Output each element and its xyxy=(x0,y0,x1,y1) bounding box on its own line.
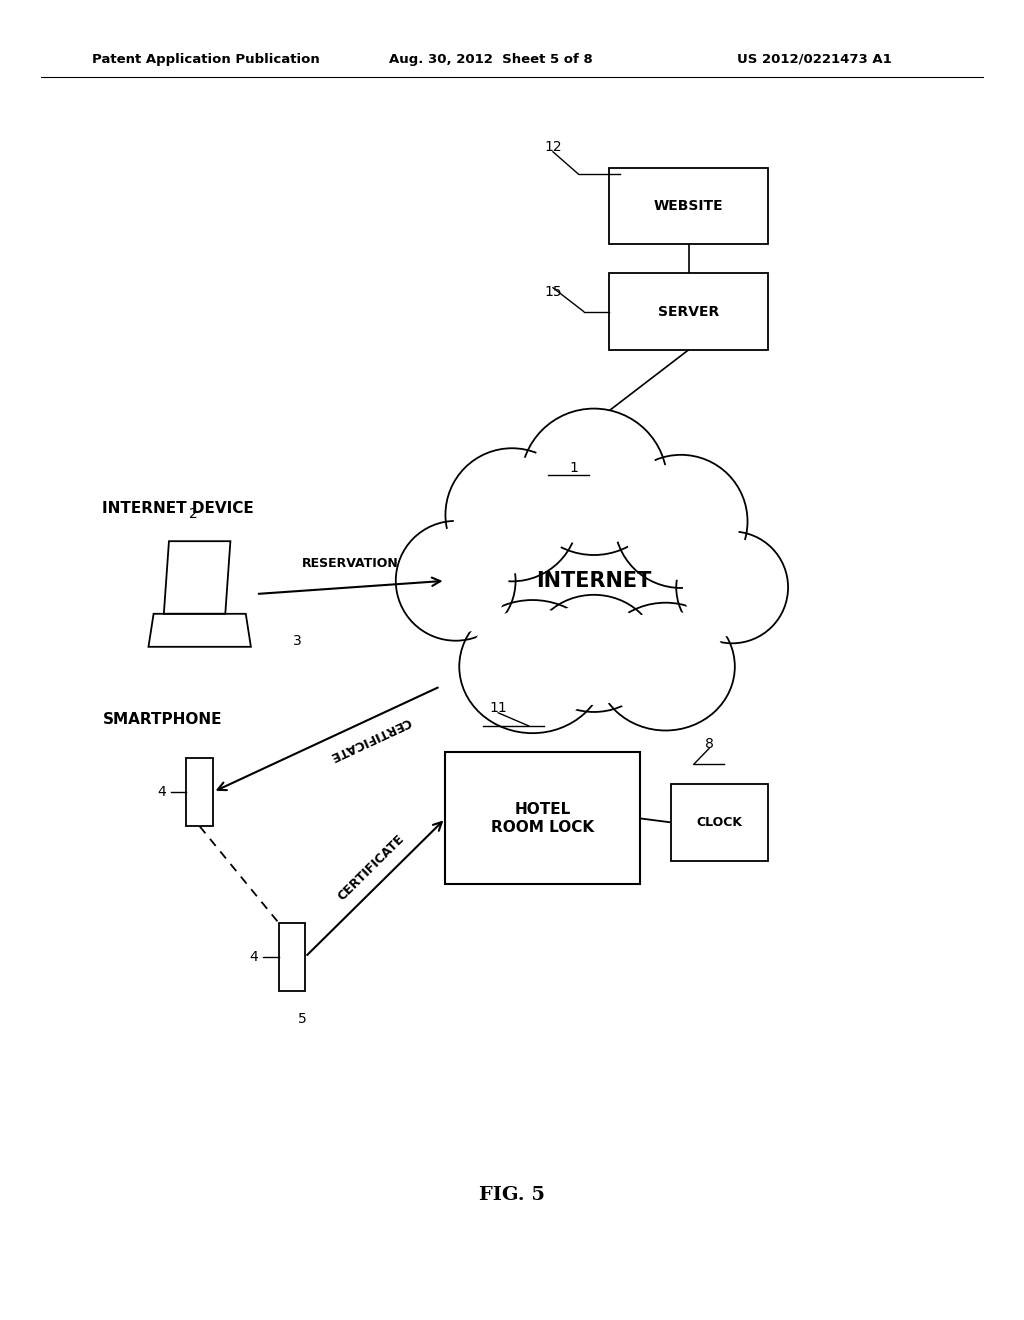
FancyBboxPatch shape xyxy=(671,784,768,861)
Text: 4: 4 xyxy=(157,785,166,799)
FancyBboxPatch shape xyxy=(445,752,640,884)
Text: SERVER: SERVER xyxy=(658,305,719,318)
Ellipse shape xyxy=(403,528,508,634)
Text: CERTIFICATE: CERTIFICATE xyxy=(328,714,413,763)
Ellipse shape xyxy=(445,449,579,581)
Text: 5: 5 xyxy=(298,1012,306,1027)
Text: INTERNET: INTERNET xyxy=(537,570,651,591)
Ellipse shape xyxy=(683,539,781,636)
FancyBboxPatch shape xyxy=(279,923,305,991)
Ellipse shape xyxy=(538,602,650,705)
Text: Patent Application Publication: Patent Application Publication xyxy=(92,53,319,66)
Ellipse shape xyxy=(530,595,657,711)
Text: INTERNET DEVICE: INTERNET DEVICE xyxy=(102,500,254,516)
Ellipse shape xyxy=(454,457,570,573)
Ellipse shape xyxy=(596,603,735,730)
FancyBboxPatch shape xyxy=(609,168,768,244)
Text: Aug. 30, 2012  Sheet 5 of 8: Aug. 30, 2012 Sheet 5 of 8 xyxy=(389,53,593,66)
Text: 1: 1 xyxy=(569,461,578,475)
Text: FIG. 5: FIG. 5 xyxy=(479,1185,545,1204)
FancyBboxPatch shape xyxy=(609,273,768,350)
Text: 11: 11 xyxy=(489,701,507,715)
Ellipse shape xyxy=(468,609,597,725)
Text: 8: 8 xyxy=(705,737,714,751)
Ellipse shape xyxy=(520,409,668,554)
Text: US 2012/0221473 A1: US 2012/0221473 A1 xyxy=(737,53,892,66)
FancyBboxPatch shape xyxy=(186,758,213,826)
Ellipse shape xyxy=(395,521,515,640)
Text: WEBSITE: WEBSITE xyxy=(654,199,723,213)
Text: CLOCK: CLOCK xyxy=(696,816,742,829)
Text: 4: 4 xyxy=(249,950,258,964)
Text: 15: 15 xyxy=(544,285,562,298)
Ellipse shape xyxy=(614,455,748,587)
Text: HOTEL
ROOM LOCK: HOTEL ROOM LOCK xyxy=(492,803,594,834)
Ellipse shape xyxy=(459,601,606,733)
Ellipse shape xyxy=(605,610,726,723)
Text: SMARTPHONE: SMARTPHONE xyxy=(102,711,222,727)
Text: RESERVATION: RESERVATION xyxy=(302,557,399,570)
Text: 2: 2 xyxy=(189,507,199,521)
Ellipse shape xyxy=(676,532,788,643)
Ellipse shape xyxy=(623,463,739,579)
Text: 3: 3 xyxy=(293,634,301,648)
Text: CERTIFICATE: CERTIFICATE xyxy=(335,832,407,903)
Text: 12: 12 xyxy=(544,140,562,154)
Ellipse shape xyxy=(529,417,658,546)
